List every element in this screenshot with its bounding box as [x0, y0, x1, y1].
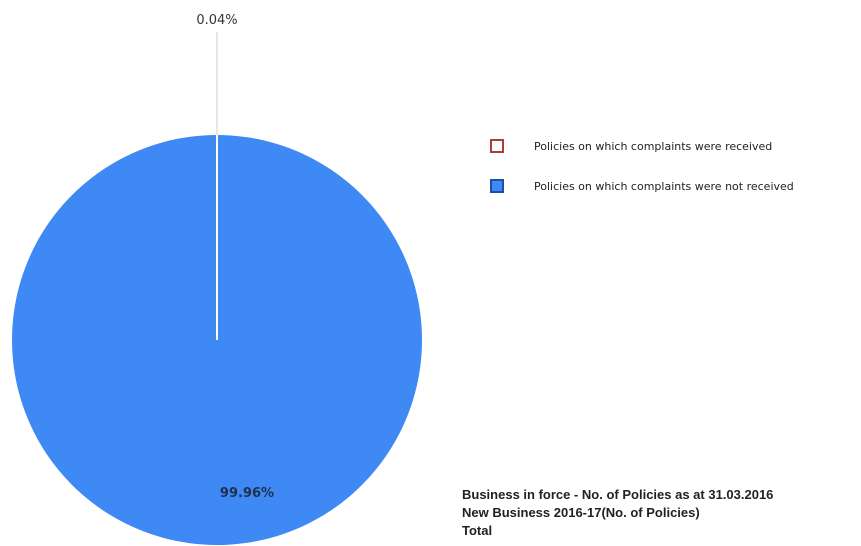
legend-label: Policies on which complaints were receiv…: [534, 139, 773, 153]
legend-swatch-received: [490, 139, 504, 153]
footer-notes: Business in force - No. of Policies as a…: [462, 486, 773, 540]
legend-item-not-received[interactable]: Policies on which complaints were not re…: [490, 176, 794, 196]
legend-swatch-not-received: [490, 179, 504, 193]
legend-item-received[interactable]: Policies on which complaints were receiv…: [490, 136, 794, 156]
data-label-received: 0.04%: [196, 13, 237, 28]
legend: Policies on which complaints were receiv…: [490, 136, 794, 216]
legend-label: Policies on which complaints were not re…: [534, 179, 794, 193]
footer-line: New Business 2016-17(No. of Policies): [462, 505, 700, 520]
footer-line: Total: [462, 523, 493, 538]
data-label-not-received: 99.96%: [220, 486, 274, 501]
footer-line: Business in force - No. of Policies as a…: [462, 487, 774, 502]
